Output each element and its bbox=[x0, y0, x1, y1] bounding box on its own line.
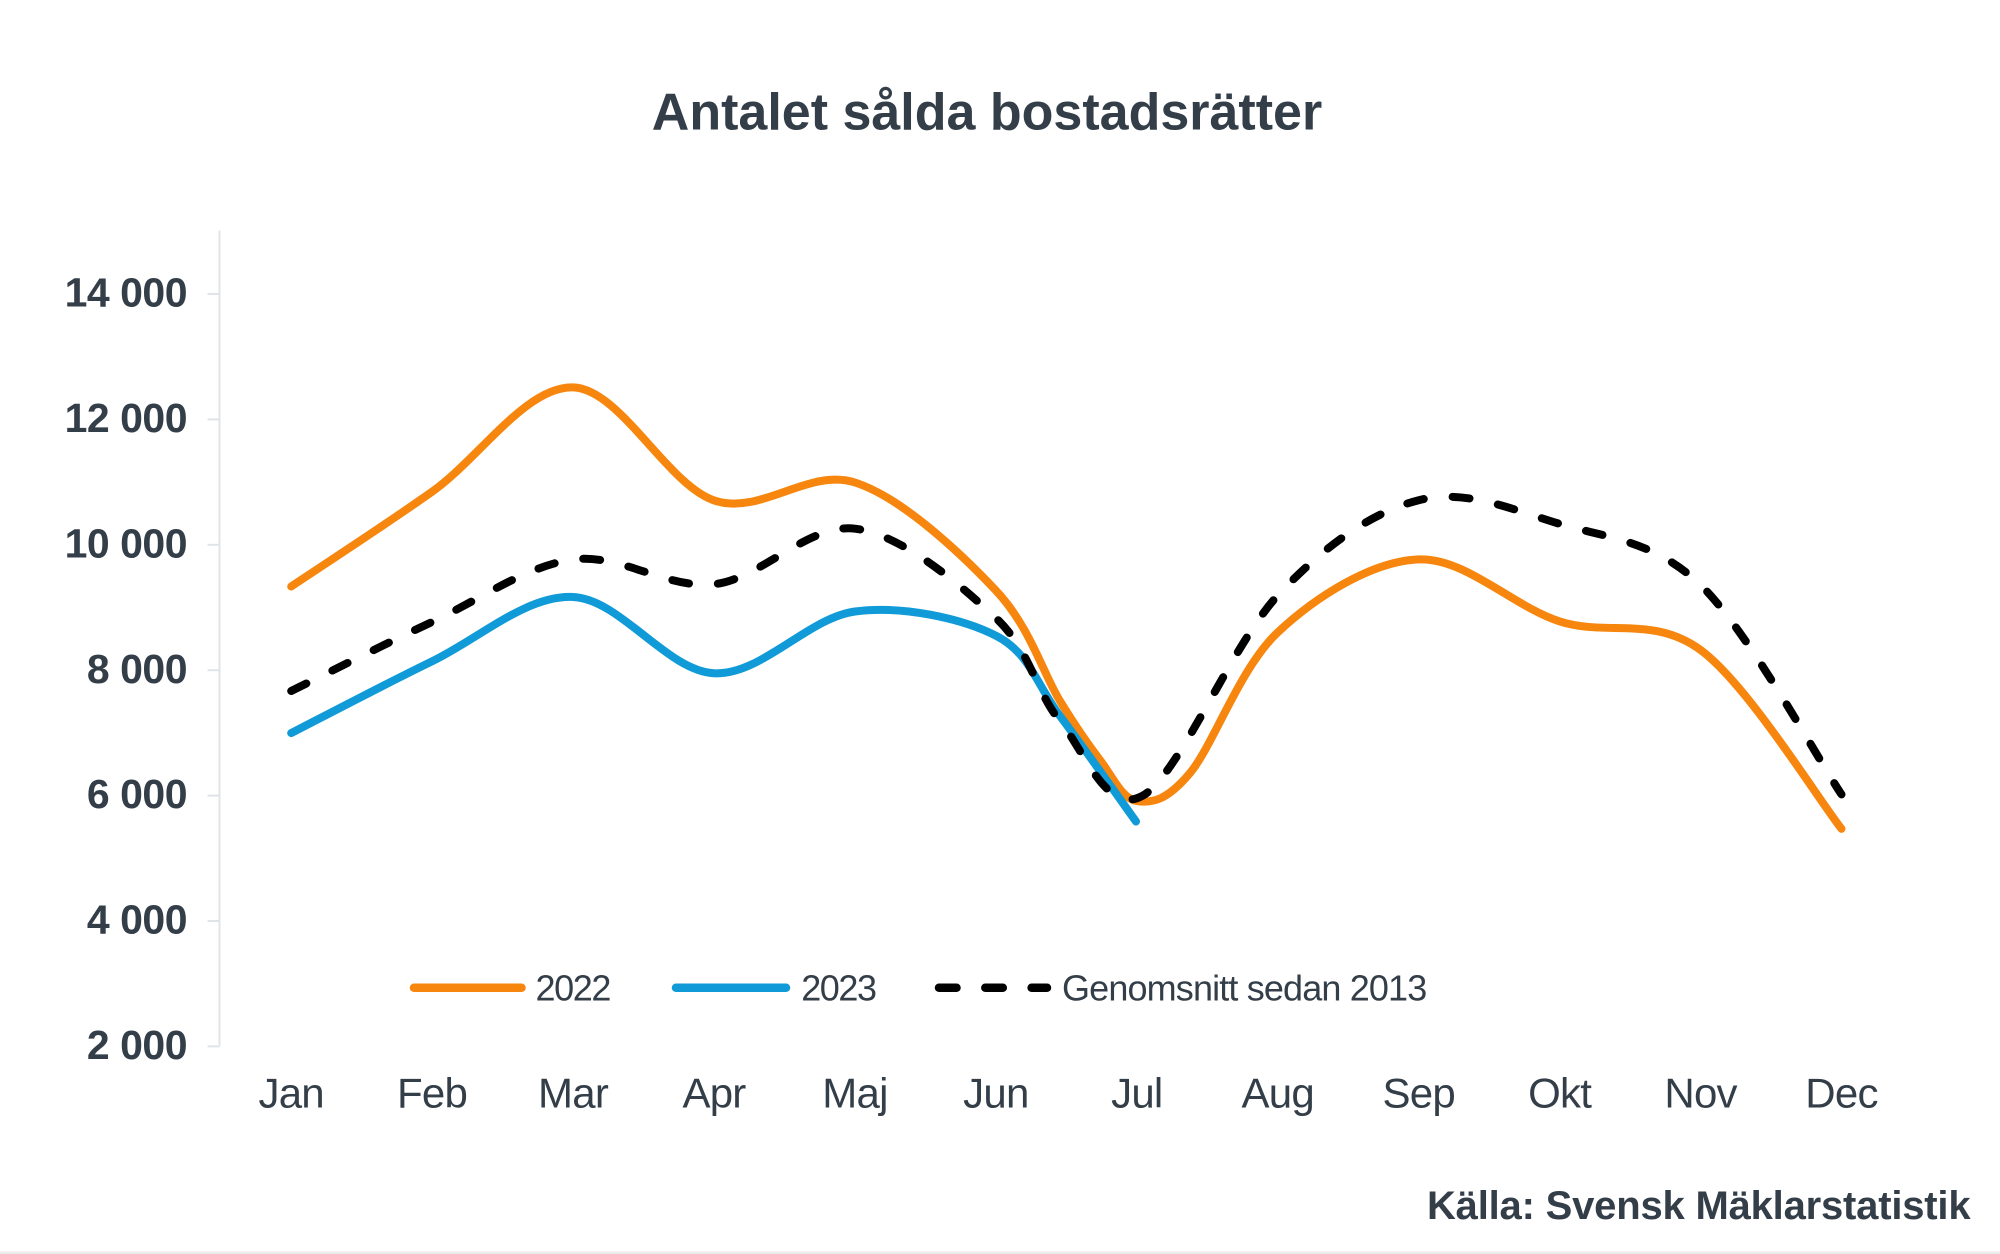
svg-text:2 000: 2 000 bbox=[87, 1022, 187, 1068]
svg-text:Aug: Aug bbox=[1242, 1069, 1314, 1116]
svg-text:Jul: Jul bbox=[1111, 1069, 1162, 1116]
svg-text:Antalet sålda bostadsrätter: Antalet sålda bostadsrätter bbox=[652, 84, 1322, 142]
svg-text:10 000: 10 000 bbox=[65, 520, 187, 566]
svg-text:Maj: Maj bbox=[822, 1069, 887, 1116]
svg-text:Nov: Nov bbox=[1664, 1069, 1737, 1116]
svg-text:2022: 2022 bbox=[536, 968, 611, 1009]
svg-text:Jan: Jan bbox=[258, 1069, 323, 1116]
svg-text:2023: 2023 bbox=[801, 968, 876, 1009]
svg-text:Apr: Apr bbox=[682, 1069, 746, 1116]
svg-text:4 000: 4 000 bbox=[87, 897, 187, 943]
svg-text:Genomsnitt sedan 2013: Genomsnitt sedan 2013 bbox=[1062, 968, 1426, 1009]
svg-text:8 000: 8 000 bbox=[87, 646, 187, 692]
svg-text:Feb: Feb bbox=[397, 1069, 467, 1116]
svg-text:6 000: 6 000 bbox=[87, 771, 187, 817]
svg-text:Källa: Svensk Mäklarstatistik: Källa: Svensk Mäklarstatistik bbox=[1427, 1184, 1971, 1228]
svg-text:Sep: Sep bbox=[1382, 1069, 1454, 1116]
svg-text:Mar: Mar bbox=[538, 1069, 609, 1116]
svg-text:12 000: 12 000 bbox=[65, 395, 187, 441]
svg-text:Dec: Dec bbox=[1805, 1069, 1877, 1116]
svg-text:Jun: Jun bbox=[963, 1069, 1028, 1116]
svg-text:14 000: 14 000 bbox=[65, 270, 187, 316]
svg-text:Okt: Okt bbox=[1528, 1069, 1592, 1116]
